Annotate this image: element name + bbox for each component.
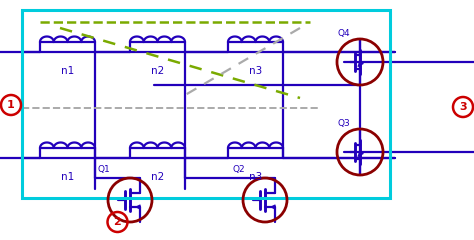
Text: Q1: Q1 xyxy=(98,165,111,174)
Text: 1: 1 xyxy=(7,100,15,110)
Text: 2: 2 xyxy=(114,217,121,227)
Text: Q4: Q4 xyxy=(338,29,351,38)
Text: n3: n3 xyxy=(249,66,262,76)
Text: 3: 3 xyxy=(459,102,467,112)
Text: n1: n1 xyxy=(61,66,74,76)
Text: n3: n3 xyxy=(249,172,262,182)
Text: Q3: Q3 xyxy=(338,119,351,128)
Bar xyxy=(22,10,390,198)
Text: n2: n2 xyxy=(151,172,164,182)
Text: n2: n2 xyxy=(151,66,164,76)
Text: Q2: Q2 xyxy=(233,165,246,174)
Text: n1: n1 xyxy=(61,172,74,182)
